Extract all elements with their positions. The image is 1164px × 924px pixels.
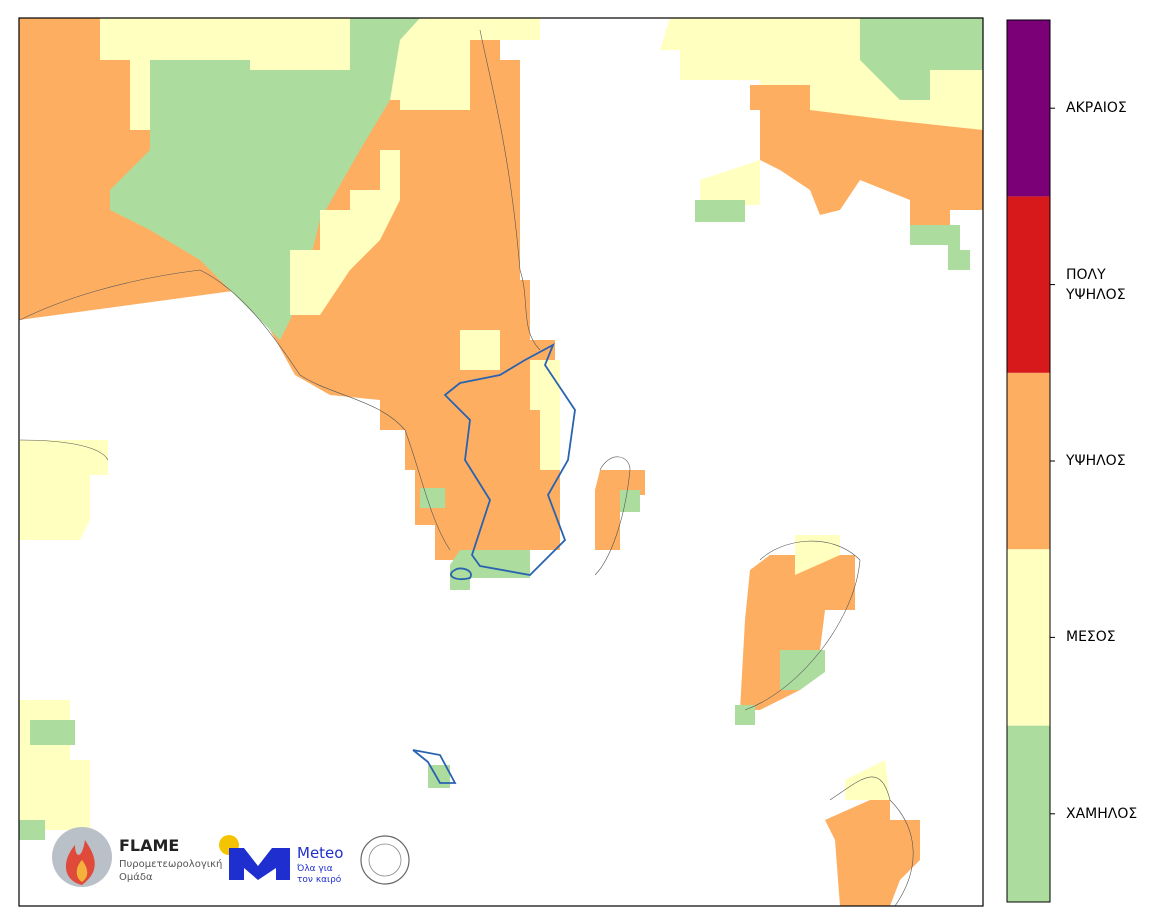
colorbar-label: ΜΕΣΟΣ [1066, 629, 1116, 646]
risk-area [30, 720, 75, 745]
coastline [19, 29, 914, 907]
risk-area [740, 555, 855, 710]
risk-area [290, 150, 400, 315]
logo-icon [76, 860, 88, 882]
colorbar [1007, 20, 1055, 902]
seal-logo [360, 835, 410, 885]
risk-area [795, 535, 840, 575]
risk-area [780, 650, 825, 690]
risk-area [910, 225, 970, 270]
colorbar-segment [1007, 196, 1050, 373]
map-frame [18, 17, 984, 907]
logo-title: FLAME [119, 836, 180, 855]
colorbar-label: ΠΟΛΥ ΥΨΗΛΟΣ [1066, 266, 1126, 303]
risk-area [110, 18, 420, 340]
colorbar-segment [1007, 372, 1050, 550]
meteo-logo [219, 835, 290, 880]
boundary [412, 343, 576, 784]
colorbar-segment [1007, 20, 1050, 197]
flame-logo [52, 827, 112, 887]
risk-area [695, 200, 745, 222]
risk-area [860, 18, 983, 100]
risk-area [750, 85, 983, 230]
colorbar-label: ΥΨΗΛΟΣ [1066, 453, 1126, 469]
logo-title: Meteo [297, 844, 344, 862]
logo-icon [229, 848, 290, 880]
risk-cells [19, 18, 983, 906]
colorbar-label: ΧΑΜΗΛΟΣ [1066, 805, 1138, 822]
logo-subtitle: Πυρομετεωρολογική Ομάδα [119, 859, 223, 883]
risk-area [825, 800, 920, 906]
colorbar-frame [1006, 19, 1051, 903]
risk-area [19, 700, 90, 830]
colorbar-segment [1007, 725, 1050, 902]
risk-area [19, 440, 108, 540]
risk-area [620, 490, 640, 512]
risk-area [530, 360, 560, 470]
colorbar-label: ΑΚΡΑΙΟΣ [1066, 100, 1127, 117]
risk-area [735, 705, 755, 725]
risk-area [460, 330, 500, 370]
risk-area [845, 760, 890, 800]
logo-subtitle: Όλα για τον καιρό [297, 864, 342, 885]
risk-area [19, 820, 45, 840]
seal-logo [368, 843, 402, 877]
risk-area [19, 180, 110, 300]
risk-area [700, 160, 760, 205]
risk-area [450, 550, 530, 590]
colorbar-segment [1007, 549, 1050, 726]
risk-area [420, 488, 445, 508]
